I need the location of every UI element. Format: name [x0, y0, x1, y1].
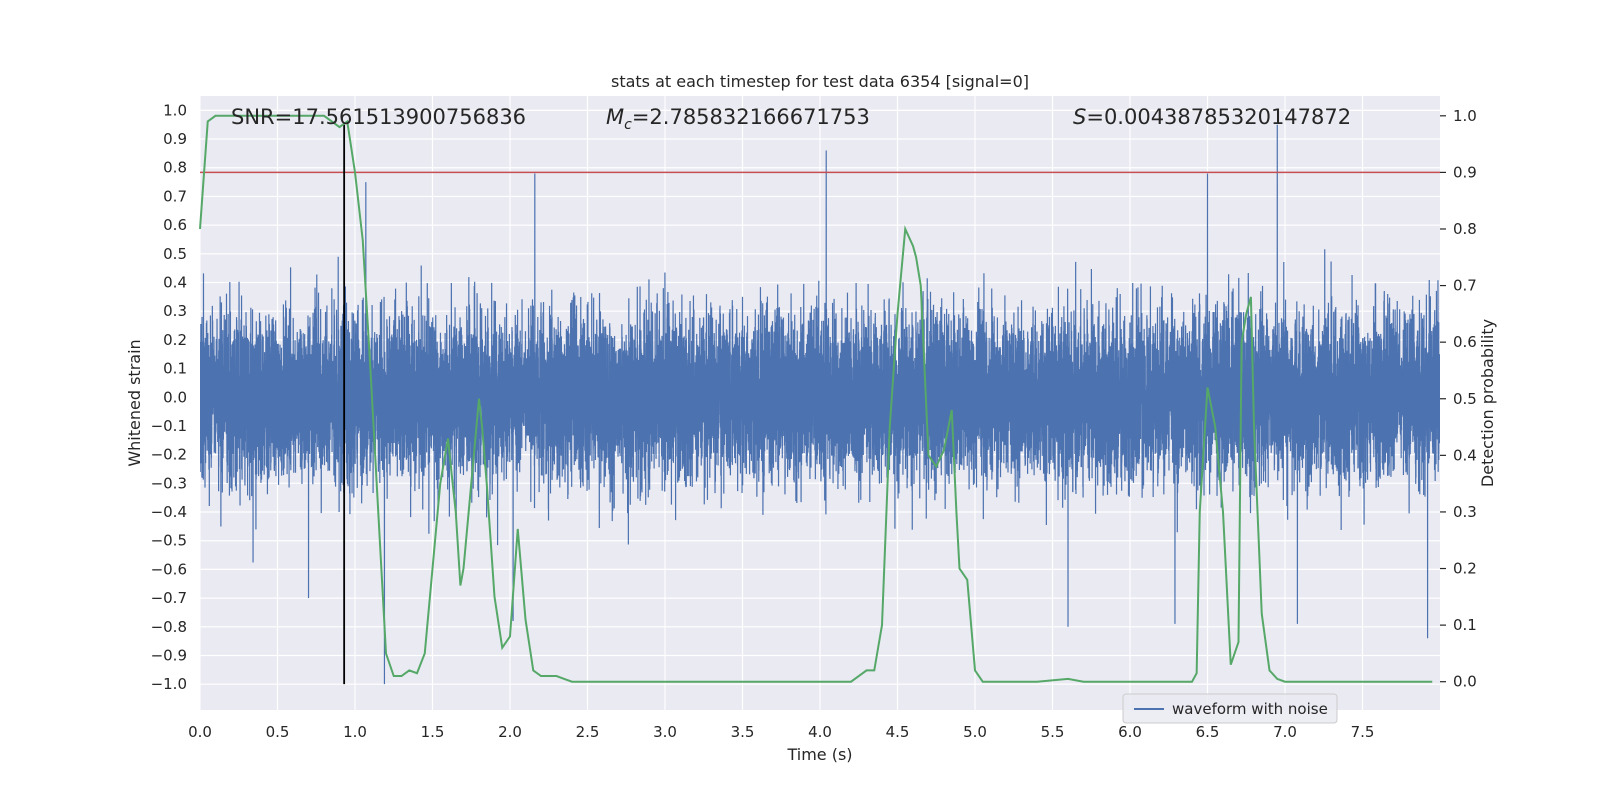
y-right-axis-label: Detection probability: [1478, 319, 1497, 487]
y-left-tick-label: 1.0: [163, 101, 187, 119]
y-left-tick-label: 0.3: [163, 302, 187, 320]
x-tick-label: 5.0: [963, 723, 987, 741]
x-tick-label: 7.0: [1273, 723, 1297, 741]
y-right-tick-label: 0.7: [1453, 277, 1477, 295]
x-tick-label: 6.0: [1118, 723, 1142, 741]
y-left-tick-label: −0.8: [151, 618, 187, 636]
y-left-axis-ticks: 1.0 0.9 0.8 0.7 0.6 0.5 0.4 0.3 0.2 0.1 0.0 −0.1 −0.…: [151, 101, 187, 693]
y-left-tick-label: 0.6: [163, 216, 187, 234]
y-left-tick-label: −0.5: [151, 532, 187, 550]
y-left-tick-label: 0.2: [163, 331, 187, 349]
chirp-mass-subscript: c: [624, 117, 632, 133]
legend: waveform with noise: [1122, 693, 1338, 724]
y-right-tick-label: 0.6: [1453, 333, 1477, 351]
chirp-mass-symbol: M: [606, 105, 624, 129]
x-tick-label: 2.0: [498, 723, 522, 741]
snr-annotation: SNR=17.561513900756836: [231, 105, 526, 129]
s-value: =0.00438785320147872: [1086, 105, 1351, 129]
x-tick-label: 3.5: [731, 723, 755, 741]
x-tick-label: 4.0: [808, 723, 832, 741]
chirp-mass-annotation: Mc=2.785832166671753: [606, 105, 870, 133]
x-tick-label: 0.5: [266, 723, 290, 741]
x-tick-label: 5.5: [1041, 723, 1065, 741]
y-right-tick-label: 0.8: [1453, 220, 1477, 238]
y-right-tick-label: 0.3: [1453, 503, 1477, 521]
y-right-tick-label: 0.9: [1453, 163, 1477, 181]
y-right-axis-ticks: 1.0 0.9 0.8 0.7 0.6 0.5 0.4 0.3 0.2 0.1 0.0: [1440, 107, 1477, 691]
x-tick-label: 1.0: [343, 723, 367, 741]
y-right-tick-label: 0.0: [1453, 673, 1477, 691]
y-right-tick-label: 0.1: [1453, 616, 1477, 634]
legend-box: [1122, 693, 1338, 724]
x-tick-label: 3.0: [653, 723, 677, 741]
y-left-tick-label: −0.7: [151, 589, 187, 607]
y-left-tick-label: −0.4: [151, 503, 187, 521]
waveform-series: [200, 124, 1440, 685]
chirp-mass-value: =2.785832166671753: [632, 105, 870, 129]
y-left-tick-label: 0.0: [163, 388, 187, 406]
y-right-tick-label: 1.0: [1453, 107, 1477, 125]
x-tick-label: 6.5: [1196, 723, 1220, 741]
y-left-tick-label: −0.1: [151, 417, 187, 435]
s-annotation: S=0.00438785320147872: [1073, 105, 1351, 129]
s-symbol: S: [1073, 105, 1086, 129]
y-left-tick-label: −0.6: [151, 560, 187, 578]
y-left-tick-label: −0.3: [151, 474, 187, 492]
y-right-tick-label: 0.4: [1453, 446, 1477, 464]
y-left-tick-label: 0.8: [163, 159, 187, 177]
y-left-tick-label: 0.4: [163, 273, 187, 291]
x-tick-label: 7.5: [1351, 723, 1375, 741]
x-tick-label: 2.5: [576, 723, 600, 741]
legend-label: waveform with noise: [1172, 700, 1328, 718]
y-right-tick-label: 0.2: [1453, 560, 1477, 578]
x-tick-label: 4.5: [886, 723, 910, 741]
x-tick-label: 1.5: [421, 723, 445, 741]
y-left-tick-label: −0.9: [151, 646, 187, 664]
y-left-tick-label: 0.9: [163, 130, 187, 148]
y-left-tick-label: −1.0: [151, 675, 187, 693]
x-axis-label: Time (s): [786, 745, 852, 764]
y-left-tick-label: −0.2: [151, 446, 187, 464]
y-left-tick-label: 0.5: [163, 245, 187, 263]
probability-series: [199, 114, 1433, 683]
y-right-tick-label: 0.5: [1453, 390, 1477, 408]
y-left-tick-label: 0.1: [163, 360, 187, 378]
y-left-tick-label: 0.7: [163, 187, 187, 205]
x-axis-ticks: 0.0 0.5 1.0 1.5 2.0 2.5 3.0 3.5 4.0 4.5 5.0 5.5 6.0 6…: [188, 723, 1374, 741]
x-tick-label: 0.0: [188, 723, 212, 741]
y-left-axis-label: Whitened strain: [125, 339, 144, 466]
chart-title: stats at each timestep for test data 635…: [611, 72, 1029, 91]
